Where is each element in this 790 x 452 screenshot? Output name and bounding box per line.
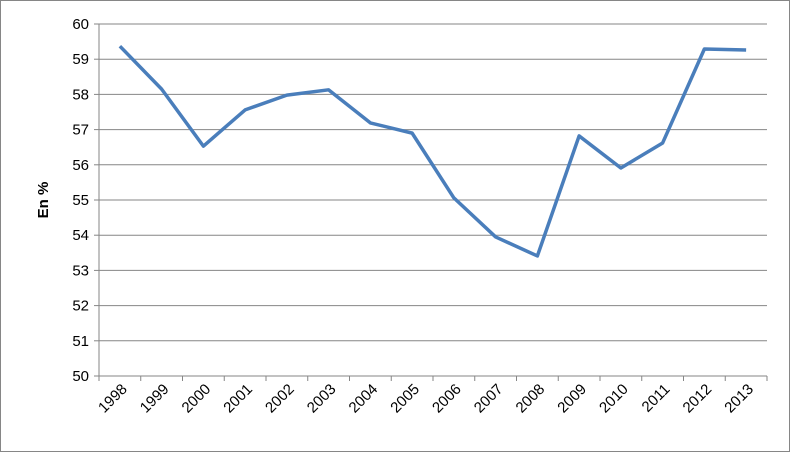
- y-tick-label: 60: [72, 16, 89, 33]
- y-tick-label: 58: [72, 86, 89, 103]
- y-tick-label: 52: [72, 298, 89, 315]
- y-tick-label: 56: [72, 157, 89, 174]
- y-tick-label: 55: [72, 192, 89, 209]
- y-tick-label: 53: [72, 262, 89, 279]
- y-axis-label: En %: [35, 182, 52, 219]
- y-tick-label: 59: [72, 51, 89, 68]
- y-tick-label: 51: [72, 333, 89, 350]
- y-tick-label: 50: [72, 368, 89, 385]
- y-tick-label: 57: [72, 122, 89, 139]
- y-tick-label: 54: [72, 227, 89, 244]
- data-line: [118, 44, 747, 258]
